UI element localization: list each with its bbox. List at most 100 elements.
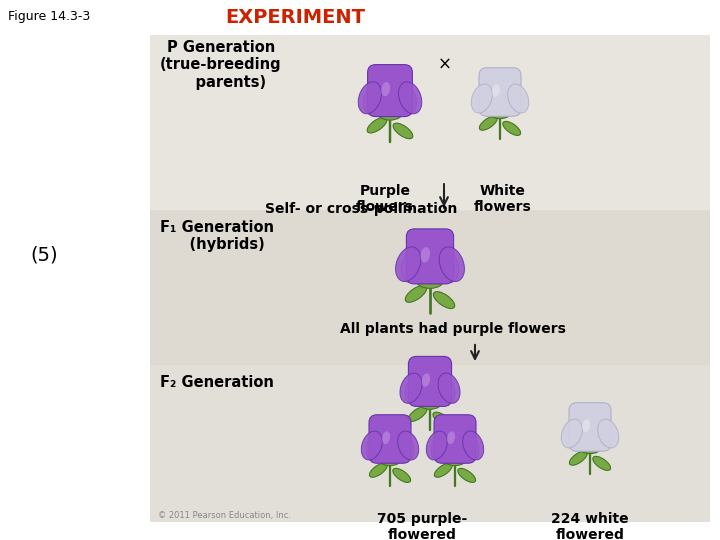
Ellipse shape xyxy=(401,249,424,282)
Ellipse shape xyxy=(444,451,467,465)
Ellipse shape xyxy=(395,449,401,462)
Ellipse shape xyxy=(408,407,427,421)
Ellipse shape xyxy=(431,433,450,461)
Ellipse shape xyxy=(497,102,503,115)
Ellipse shape xyxy=(369,463,387,477)
Ellipse shape xyxy=(378,451,402,465)
Ellipse shape xyxy=(595,437,601,450)
Ellipse shape xyxy=(436,249,459,282)
Ellipse shape xyxy=(566,421,585,449)
Text: P Generation
(true-breeding
    parents): P Generation (true-breeding parents) xyxy=(160,40,282,90)
Ellipse shape xyxy=(433,292,455,308)
Ellipse shape xyxy=(420,239,440,276)
Ellipse shape xyxy=(438,373,460,403)
Text: Purple
flowers: Purple flowers xyxy=(356,184,414,214)
FancyBboxPatch shape xyxy=(569,403,611,451)
FancyBboxPatch shape xyxy=(150,35,710,210)
Ellipse shape xyxy=(579,437,585,450)
Ellipse shape xyxy=(562,419,582,448)
Ellipse shape xyxy=(426,431,447,460)
Ellipse shape xyxy=(422,373,430,387)
Ellipse shape xyxy=(393,468,410,482)
Ellipse shape xyxy=(361,431,382,460)
Ellipse shape xyxy=(418,392,426,405)
Ellipse shape xyxy=(503,122,521,136)
Ellipse shape xyxy=(578,440,602,454)
Ellipse shape xyxy=(387,449,393,462)
Ellipse shape xyxy=(395,247,420,281)
Ellipse shape xyxy=(447,431,455,444)
Ellipse shape xyxy=(426,392,433,405)
Ellipse shape xyxy=(444,449,451,462)
FancyBboxPatch shape xyxy=(369,415,411,463)
Ellipse shape xyxy=(405,375,425,404)
Ellipse shape xyxy=(492,78,508,109)
Ellipse shape xyxy=(418,394,442,409)
Ellipse shape xyxy=(393,123,413,139)
Ellipse shape xyxy=(480,116,498,130)
Ellipse shape xyxy=(593,456,611,470)
FancyBboxPatch shape xyxy=(406,229,454,284)
Ellipse shape xyxy=(587,437,593,450)
Ellipse shape xyxy=(436,268,444,284)
Text: F₁ Generation
    (hybrids): F₁ Generation (hybrids) xyxy=(160,220,274,252)
Ellipse shape xyxy=(570,451,588,465)
Ellipse shape xyxy=(382,82,390,96)
FancyBboxPatch shape xyxy=(408,356,451,407)
Ellipse shape xyxy=(416,271,444,288)
Ellipse shape xyxy=(460,433,479,461)
Text: 224 white
flowered
plants: 224 white flowered plants xyxy=(552,512,629,540)
Ellipse shape xyxy=(433,412,451,427)
Ellipse shape xyxy=(435,375,455,404)
Ellipse shape xyxy=(505,86,524,114)
Text: White
flowers: White flowers xyxy=(474,184,532,214)
Ellipse shape xyxy=(364,84,384,115)
FancyBboxPatch shape xyxy=(368,65,413,117)
Text: © 2011 Pearson Education, Inc.: © 2011 Pearson Education, Inc. xyxy=(158,511,291,520)
Ellipse shape xyxy=(400,373,422,403)
Text: ×: × xyxy=(438,56,452,74)
Ellipse shape xyxy=(381,75,400,109)
Text: All plants had purple flowers: All plants had purple flowers xyxy=(340,322,566,336)
Text: (5): (5) xyxy=(30,246,58,265)
Ellipse shape xyxy=(463,431,484,460)
Ellipse shape xyxy=(582,413,598,444)
Ellipse shape xyxy=(395,433,414,461)
Ellipse shape xyxy=(395,102,402,116)
Text: 705 purple-
flowered
plants: 705 purple- flowered plants xyxy=(377,512,467,540)
FancyBboxPatch shape xyxy=(150,210,710,365)
Text: Self- or cross-pollination: Self- or cross-pollination xyxy=(265,202,457,216)
Text: F₂ Generation: F₂ Generation xyxy=(160,375,274,390)
Text: EXPERIMENT: EXPERIMENT xyxy=(225,8,365,27)
Ellipse shape xyxy=(382,424,398,456)
Ellipse shape xyxy=(458,468,476,482)
Ellipse shape xyxy=(426,268,434,284)
Ellipse shape xyxy=(359,82,382,114)
Ellipse shape xyxy=(367,117,387,133)
Ellipse shape xyxy=(382,431,390,444)
Ellipse shape xyxy=(459,449,466,462)
Ellipse shape xyxy=(439,247,464,281)
Ellipse shape xyxy=(405,286,427,302)
Ellipse shape xyxy=(598,419,618,448)
FancyBboxPatch shape xyxy=(150,365,710,522)
Ellipse shape xyxy=(387,102,394,116)
Ellipse shape xyxy=(378,102,385,116)
Ellipse shape xyxy=(492,84,500,97)
Ellipse shape xyxy=(476,86,495,114)
Ellipse shape xyxy=(472,84,492,113)
Ellipse shape xyxy=(420,247,430,262)
Ellipse shape xyxy=(582,419,590,432)
Ellipse shape xyxy=(377,104,403,120)
Ellipse shape xyxy=(451,449,458,462)
Ellipse shape xyxy=(417,268,425,284)
Ellipse shape xyxy=(508,84,528,113)
Ellipse shape xyxy=(446,424,464,456)
Text: Figure 14.3-3: Figure 14.3-3 xyxy=(8,10,90,23)
Ellipse shape xyxy=(489,102,495,115)
Ellipse shape xyxy=(434,463,452,477)
FancyBboxPatch shape xyxy=(479,68,521,116)
Ellipse shape xyxy=(488,104,512,119)
Ellipse shape xyxy=(395,84,416,115)
Ellipse shape xyxy=(397,431,419,460)
